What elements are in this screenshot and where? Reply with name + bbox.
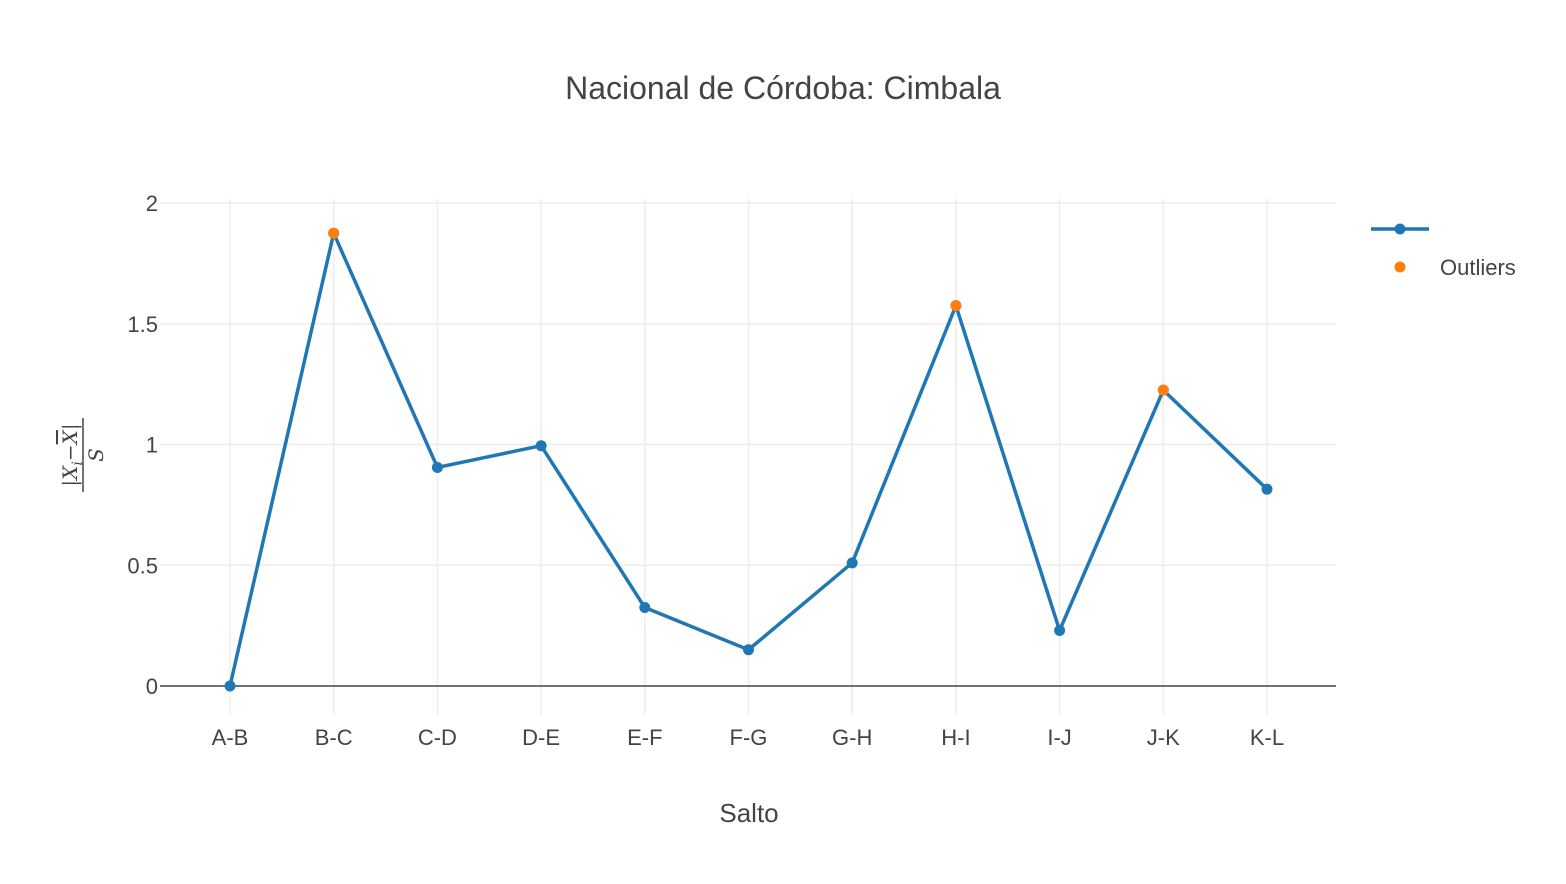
- y-tick-label: 0.5: [127, 553, 158, 578]
- series-main-point: [535, 440, 547, 452]
- x-tick-label: D-E: [522, 725, 560, 750]
- y-tick-label: 1.5: [127, 312, 158, 337]
- y-tick-labels: 0 0.5 1 1.5 2: [127, 191, 158, 699]
- outlier-point: [1157, 384, 1169, 396]
- x-gridlines: [229, 199, 1268, 715]
- series-main-point: [1261, 483, 1273, 495]
- x-tick-label: C-D: [418, 725, 457, 750]
- legend-outliers-marker: [1394, 261, 1406, 273]
- outlier-point: [950, 300, 962, 312]
- y-axis-label-xi: X: [58, 465, 82, 482]
- x-tick-label: E-F: [627, 725, 662, 750]
- legend-outliers-label: Outliers: [1440, 255, 1516, 280]
- x-tick-label: H-I: [941, 725, 970, 750]
- x-tick-label: J-K: [1147, 725, 1180, 750]
- y-tick-label: 0: [146, 674, 158, 699]
- series-main-point: [431, 461, 443, 473]
- x-tick-labels: A-B B-C C-D D-E E-F F-G G-H H-I I-J J-K K-L: [212, 725, 1284, 750]
- series-main-point: [639, 602, 651, 614]
- y-axis-label-bar-right: |: [58, 423, 83, 430]
- y-axis-label: |Xi−X| S: [58, 418, 108, 492]
- x-tick-label: A-B: [212, 725, 249, 750]
- y-axis-label-minus: −: [58, 444, 82, 461]
- legend-main-marker: [1394, 223, 1406, 235]
- x-tick-label: B-C: [315, 725, 353, 750]
- outlier-point: [328, 227, 340, 239]
- x-tick-label: F-G: [730, 725, 768, 750]
- series-main-point: [1054, 624, 1066, 636]
- y-axis-label-sub: i: [70, 461, 86, 465]
- series-main-point: [224, 680, 236, 692]
- y-tick-label: 1: [146, 433, 158, 458]
- y-tick-label: 2: [146, 191, 158, 216]
- y-axis-label-numerator: |Xi−X|: [58, 423, 86, 486]
- x-tick-label: I-J: [1047, 725, 1071, 750]
- y-axis-label-denominator: S: [84, 448, 108, 462]
- chart-title: Nacional de Córdoba: Cimbala: [565, 70, 1001, 106]
- x-tick-label: G-H: [832, 725, 872, 750]
- series-main-point: [743, 644, 754, 656]
- series-outliers: [328, 227, 1169, 396]
- y-axis-label-mean: X: [58, 429, 82, 446]
- x-tick-label: K-L: [1250, 725, 1284, 750]
- x-axis-label: Salto: [719, 798, 778, 828]
- y-axis-label-bar-left: |: [58, 480, 83, 487]
- legend: Outliers: [1371, 223, 1516, 280]
- series-main-point: [846, 557, 858, 569]
